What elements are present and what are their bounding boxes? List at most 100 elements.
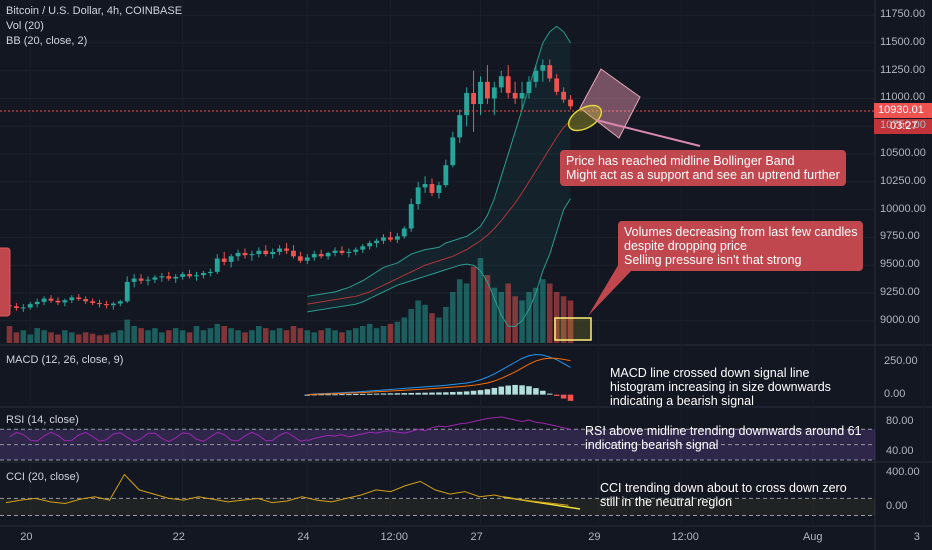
volume-bar	[477, 258, 484, 343]
volume-bar	[13, 332, 20, 343]
volume-bar	[55, 334, 61, 343]
volume-bar	[179, 330, 186, 343]
bollinger-lower-line	[307, 198, 571, 327]
candle-body	[62, 300, 68, 303]
rsi-line	[307, 416, 571, 442]
volume-bar	[567, 300, 574, 343]
candle-body	[284, 248, 289, 251]
time-tick-label: 12:00	[380, 531, 408, 543]
candle-body	[568, 99, 573, 107]
volume-bar	[145, 330, 151, 343]
volume-bar	[325, 328, 331, 343]
price-tick-label: 11500.00	[880, 35, 926, 48]
macd-note-line-1: MACD line crossed down signal line	[610, 366, 810, 380]
candle-body	[471, 92, 476, 105]
chart-title: Bitcoin / U.S. Dollar, 4h, COINBASE	[6, 5, 183, 17]
macd-histogram-bar	[505, 385, 511, 395]
volume-bar	[172, 328, 179, 343]
candle-body	[533, 70, 539, 82]
macd-histogram-bar	[477, 390, 484, 395]
macd-histogram-bar	[380, 393, 387, 395]
volume-bar	[533, 287, 539, 343]
price-tick-label: 9750.00	[880, 230, 920, 243]
candle-body	[13, 306, 19, 308]
candle-body	[131, 278, 137, 282]
volume-bar	[193, 326, 200, 343]
rsi-legend: RSI (14, close)	[6, 414, 79, 426]
cci-tick-label: 400.00	[886, 465, 920, 478]
price-tick-label: 11750.00	[880, 8, 926, 21]
volume-bar	[332, 330, 338, 343]
time-tick-label: 12:00	[671, 531, 699, 543]
volume-bar	[560, 296, 567, 343]
candle-body	[249, 254, 255, 256]
cci-tick-label: 0.00	[886, 499, 908, 512]
candle-body	[41, 298, 47, 302]
volume-bar	[422, 304, 428, 343]
volume-bar	[408, 309, 414, 343]
volume-bar	[484, 275, 491, 343]
volume-bar	[256, 326, 262, 343]
volume-bar	[373, 328, 380, 343]
candle-body	[27, 304, 33, 308]
volume-bar	[283, 330, 290, 343]
cci-note-line-2: still in the neutral region	[600, 495, 733, 509]
candle-body	[367, 242, 373, 247]
volume-bar	[463, 283, 470, 343]
candle-body	[498, 76, 504, 88]
candle-body	[374, 240, 380, 243]
price-tick-label: 9000.00	[880, 313, 920, 326]
left-edge-annotation	[0, 247, 11, 317]
candle-body	[104, 304, 109, 306]
macd-histogram-bar	[325, 394, 331, 396]
bollinger-band-fill	[307, 26, 571, 327]
candle-body	[270, 251, 276, 255]
volume-bar	[20, 330, 27, 343]
candle-body	[159, 276, 165, 278]
vol-note-line-3: Selling pressure isn't that strong	[624, 253, 802, 267]
candle-body	[20, 307, 26, 309]
macd-histogram-bar	[560, 394, 567, 399]
volume-bar	[394, 321, 401, 343]
candle-body	[187, 274, 192, 277]
macd-legend: MACD (12, 26, close, 9)	[6, 354, 124, 366]
bollinger-basis-line	[307, 120, 571, 305]
volume-bar	[436, 317, 442, 343]
candle-body	[48, 298, 54, 301]
candle-body	[97, 302, 102, 305]
cci-band	[0, 498, 875, 516]
candle-body	[90, 301, 96, 303]
candle-body	[554, 78, 560, 92]
volume-bar	[249, 330, 255, 343]
volume-bar	[491, 287, 498, 343]
volume-bar	[470, 266, 477, 343]
volume-bar	[269, 330, 276, 343]
macd-histogram-bar	[373, 393, 380, 395]
candle-body	[228, 256, 234, 262]
candle-body	[491, 87, 497, 99]
macd-note: MACD line crossed down signal line histo…	[610, 366, 831, 408]
volume-bar	[41, 330, 47, 343]
volume-bar	[6, 326, 13, 343]
price-tick-label: 10000.00	[880, 202, 926, 215]
candle-body	[457, 115, 463, 138]
candle-body	[429, 184, 435, 193]
macd-line	[307, 353, 571, 396]
volume-bar	[89, 333, 96, 343]
volume-bar	[401, 317, 408, 343]
volume-bar	[214, 323, 221, 343]
macd-histogram-bar	[463, 391, 470, 395]
macd-histogram-bar	[318, 394, 324, 396]
volume-bar	[75, 334, 82, 343]
macd-note-line-2: histogram increasing in size downwards	[610, 380, 831, 394]
candle-body	[207, 271, 213, 273]
candle-body	[464, 92, 470, 116]
candle-body	[512, 92, 518, 99]
volume-bar	[546, 283, 553, 343]
volume-bar	[429, 313, 435, 343]
macd-histogram-bar	[401, 393, 408, 395]
candle-body	[388, 237, 393, 240]
candle-body	[242, 252, 248, 256]
time-tick-label: 29	[588, 531, 601, 543]
